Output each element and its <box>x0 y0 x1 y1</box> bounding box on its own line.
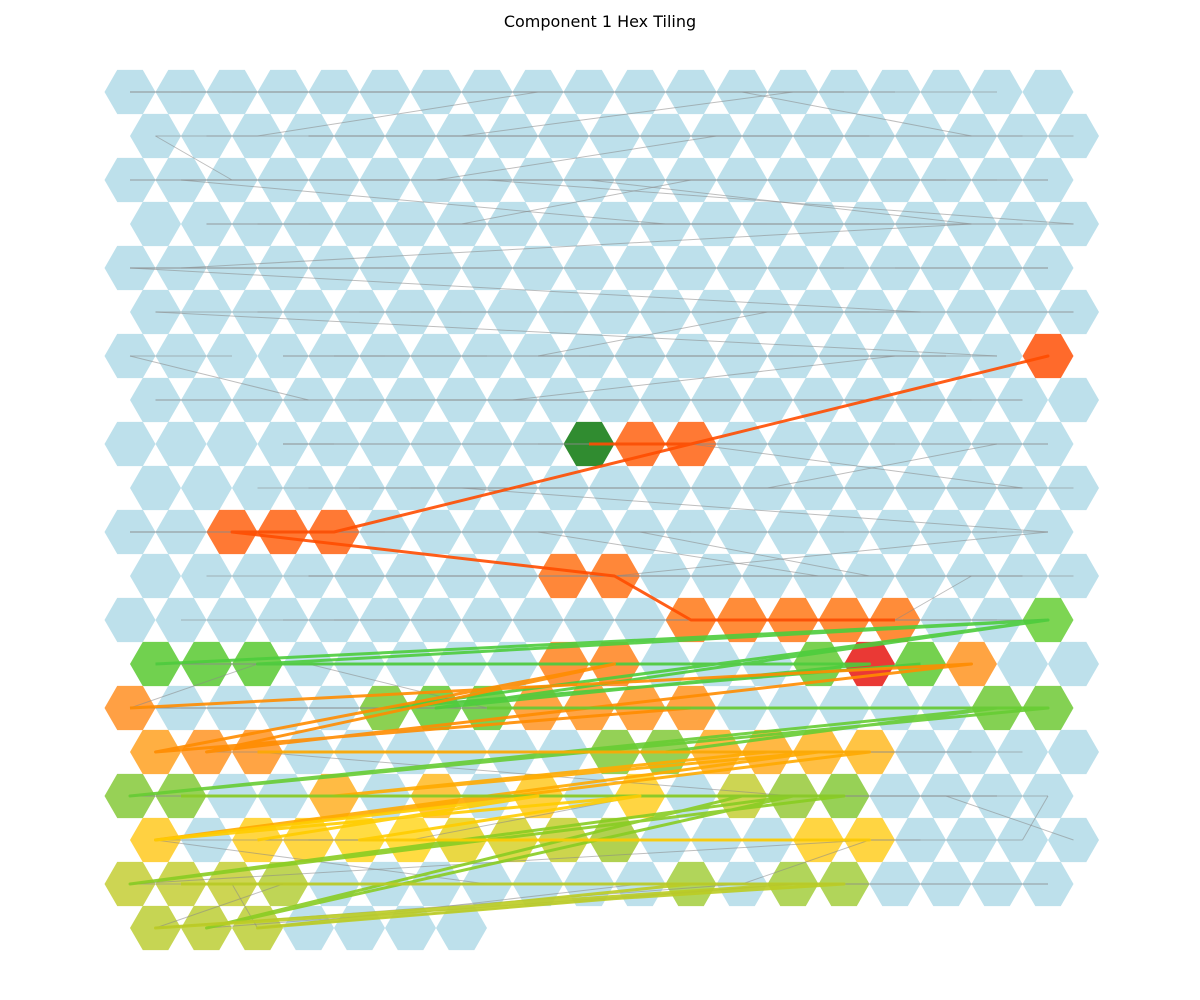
gray-edge <box>639 531 870 577</box>
gray-edge <box>155 311 998 357</box>
gray-edge <box>461 487 1049 533</box>
hex-cell <box>206 421 258 467</box>
chart-title: Component 1 Hex Tiling <box>503 12 697 31</box>
hex-cell <box>997 641 1048 687</box>
gray-edge <box>537 531 819 577</box>
hex-cell <box>1048 377 1099 423</box>
gray-edge <box>461 179 692 225</box>
gray-edge <box>435 135 717 181</box>
hex-cell <box>1022 69 1074 115</box>
gray-edge <box>155 135 233 181</box>
gray-edge <box>180 223 972 269</box>
gray-edge <box>180 179 666 225</box>
colored-path <box>128 706 1050 798</box>
gray-edge <box>945 795 1074 841</box>
colored-path <box>154 882 846 930</box>
colored-path <box>230 354 1050 622</box>
colored-paths <box>128 354 1050 930</box>
gray-edge <box>741 839 870 885</box>
gray-edge <box>767 443 998 489</box>
gray-edge <box>537 311 768 357</box>
colored-path <box>155 618 1050 710</box>
gray-edge <box>614 531 1049 577</box>
gray-edge <box>155 883 284 929</box>
hex-cells <box>104 69 1099 951</box>
hex-cell <box>181 465 232 511</box>
hex-cell <box>1048 641 1099 687</box>
gray-edge <box>129 267 921 313</box>
hex-cell <box>104 421 156 467</box>
gray-edge <box>512 355 896 401</box>
hex-cell <box>130 201 181 247</box>
gray-edge <box>257 751 794 797</box>
hex-cell <box>130 465 181 511</box>
hex-cell <box>130 553 181 599</box>
hex-cell <box>104 597 156 643</box>
gray-edge <box>129 663 258 709</box>
hex-cell <box>283 905 334 951</box>
gray-edge <box>461 91 794 137</box>
gray-edge <box>690 443 1023 489</box>
hex-cell <box>155 421 207 467</box>
colored-path <box>154 794 871 842</box>
gray-edge <box>257 91 539 137</box>
gray-edge <box>129 355 309 401</box>
colored-path <box>129 662 973 754</box>
hex-cell <box>436 905 487 951</box>
gray-edge <box>894 575 972 621</box>
gray-edge <box>1022 795 1049 841</box>
hex-cell <box>1048 729 1099 775</box>
gray-edge <box>741 91 972 137</box>
